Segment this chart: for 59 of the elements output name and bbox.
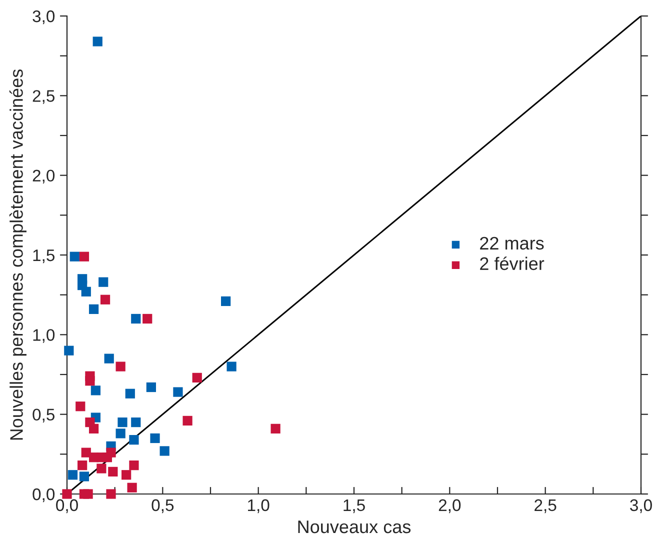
point: [64, 346, 74, 356]
point: [106, 489, 116, 499]
y-tick-label: 2,5: [32, 90, 54, 104]
y-tick-label: 0,0: [32, 488, 55, 502]
x-tick-label: 0,0: [56, 499, 78, 514]
y-axis-title: Nouvelles personnes complètement vaccinées: [9, 69, 26, 440]
point: [127, 482, 137, 492]
legend-label: 2 février: [480, 256, 544, 270]
point: [85, 376, 95, 386]
point: [150, 433, 160, 444]
point: [173, 387, 183, 397]
point: [83, 489, 93, 499]
point: [122, 470, 132, 480]
y-tick-label: 1,5: [33, 250, 54, 264]
y-tick-label: 1,0: [33, 329, 55, 343]
point: [182, 416, 192, 426]
x-axis-title: Nouveaux cas: [298, 520, 411, 534]
point: [70, 252, 80, 262]
legend-label: 22 mars: [480, 236, 544, 250]
point: [104, 354, 114, 364]
point: [68, 470, 78, 480]
point: [92, 36, 102, 46]
point: [192, 372, 202, 382]
point: [81, 286, 91, 296]
point: [76, 402, 86, 412]
point: [90, 386, 101, 396]
point: [106, 448, 116, 458]
point: [129, 460, 139, 470]
point: [160, 446, 170, 456]
point: [129, 435, 139, 445]
point: [131, 314, 141, 324]
x-tick-label: 0,5: [152, 499, 174, 514]
point: [100, 294, 110, 304]
point: [131, 417, 141, 428]
x-tick-label: 1,5: [344, 499, 365, 514]
y-tick-label: 0,5: [32, 408, 54, 423]
point: [88, 424, 99, 434]
point: [270, 424, 280, 434]
point: [79, 472, 90, 482]
point: [125, 388, 135, 398]
point: [108, 466, 118, 477]
x-tick-label: 3,0: [630, 499, 652, 514]
y-tick-label: 3,0: [32, 10, 55, 24]
x-tick-label: 2,5: [534, 499, 556, 514]
point: [98, 277, 108, 287]
point: [88, 304, 99, 314]
x-tick-label: 2,0: [438, 499, 461, 514]
point: [79, 252, 90, 262]
y-tick-label: 2,0: [32, 170, 55, 184]
point: [118, 417, 128, 428]
point: [116, 428, 126, 438]
point: [146, 382, 156, 392]
point: [220, 296, 231, 306]
point: [226, 362, 236, 372]
x-tick-label: 1,0: [248, 499, 270, 514]
point: [77, 460, 88, 470]
point: [116, 362, 126, 372]
point: [142, 314, 152, 324]
point: [96, 464, 106, 474]
